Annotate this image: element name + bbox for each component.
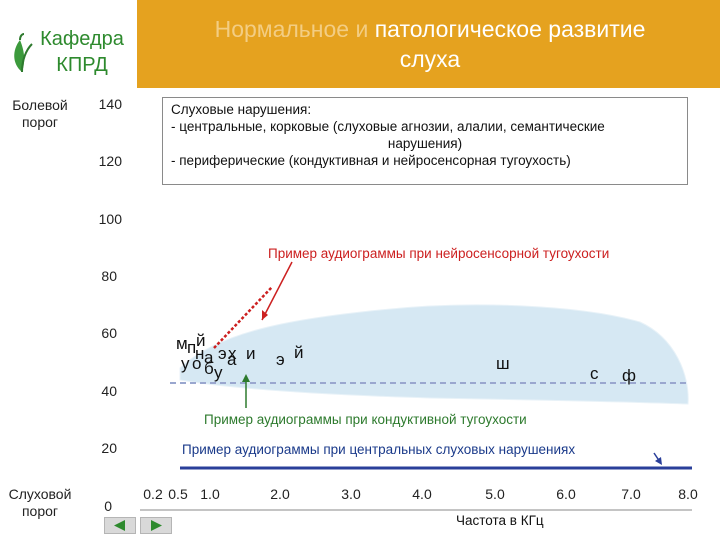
department-abbr: КПРД bbox=[56, 54, 108, 76]
speech-sound: а bbox=[204, 348, 214, 367]
speech-sound: ш bbox=[496, 354, 510, 373]
speech-sound: и bbox=[246, 344, 256, 363]
speech-sound: а bbox=[227, 350, 237, 369]
x-tick: 0.5 bbox=[168, 486, 188, 502]
speech-sound: б bbox=[204, 359, 214, 378]
x-tick: 4.0 bbox=[412, 486, 432, 502]
y-tick: 0 bbox=[104, 498, 112, 514]
speech-sound: э bbox=[218, 344, 227, 363]
next-slide-button[interactable] bbox=[140, 517, 172, 534]
y-tick: 40 bbox=[101, 383, 117, 399]
y-tick: 100 bbox=[98, 211, 122, 227]
speech-sound: э bbox=[276, 350, 285, 369]
department-name: Кафедра bbox=[40, 28, 124, 50]
title-line-2: слуха bbox=[399, 46, 461, 72]
pain-threshold-label: Болевой порог bbox=[12, 97, 68, 130]
speech-sound: п bbox=[187, 338, 197, 357]
speech-sound: у bbox=[214, 363, 223, 382]
y-tick: 20 bbox=[101, 440, 117, 456]
red-arrow-head bbox=[262, 310, 268, 320]
speech-sound: н bbox=[195, 344, 205, 363]
y-tick: 80 bbox=[101, 268, 117, 284]
central-label: Пример аудиограммы при центральных слухо… bbox=[182, 442, 576, 457]
speech-sound: о bbox=[192, 354, 202, 373]
x-tick: 1.0 bbox=[200, 486, 220, 502]
x-tick: 0.2 bbox=[143, 486, 163, 502]
title-bar bbox=[137, 0, 720, 88]
speech-sound: ф bbox=[622, 366, 636, 385]
x-tick: 2.0 bbox=[270, 486, 290, 502]
conductive-label: Пример аудиограммы при кондуктивной туго… bbox=[204, 412, 527, 427]
slide-title: Нормальное и патологическое развитие слу… bbox=[150, 14, 710, 74]
speech-sound: й bbox=[196, 331, 206, 350]
y-tick: 120 bbox=[98, 153, 122, 169]
triangle-right-icon bbox=[151, 520, 162, 531]
triangle-left-icon bbox=[114, 520, 125, 531]
leaf-icon bbox=[14, 33, 33, 73]
x-axis-title: Частота в КГц bbox=[456, 513, 544, 528]
x-tick: 7.0 bbox=[621, 486, 641, 502]
speech-sound: у bbox=[181, 354, 190, 373]
info-line: - центральные, корковые (слуховые агнози… bbox=[171, 119, 605, 134]
x-tick: 8.0 bbox=[678, 486, 698, 502]
y-tick: 60 bbox=[101, 325, 117, 341]
hearing-disorders-box: Слуховые нарушения: - центральные, корко… bbox=[162, 97, 688, 185]
x-tick: 3.0 bbox=[341, 486, 361, 502]
speech-banana-area bbox=[179, 304, 689, 405]
sensorineural-audiogram-line bbox=[213, 286, 273, 349]
y-tick: 140 bbox=[98, 96, 122, 112]
title-faded-part: Нормальное и bbox=[214, 16, 375, 42]
speech-sound: х bbox=[228, 344, 237, 363]
x-tick: 5.0 bbox=[485, 486, 505, 502]
sensorineural-pointer-line bbox=[261, 261, 293, 321]
previous-slide-button[interactable] bbox=[104, 517, 136, 534]
info-line: - периферические (кондуктивная и нейросе… bbox=[171, 153, 571, 168]
speech-sound: с bbox=[590, 364, 599, 383]
info-line: нарушения) bbox=[387, 136, 463, 151]
speech-sound: м bbox=[176, 334, 188, 353]
x-tick: 6.0 bbox=[556, 486, 576, 502]
blue-arrow-head bbox=[655, 457, 662, 465]
title-line-1: патологическое развитие bbox=[374, 16, 646, 42]
speech-sound: й bbox=[294, 343, 304, 362]
info-line: Слуховые нарушения: bbox=[171, 102, 312, 117]
green-arrow-head bbox=[242, 374, 250, 382]
hearing-threshold-label: Слуховой порог bbox=[8, 486, 72, 519]
department-logo-text: Кафедра КПРД bbox=[36, 26, 128, 78]
sensorineural-label: Пример аудиограммы при нейросенсорной ту… bbox=[268, 246, 610, 261]
